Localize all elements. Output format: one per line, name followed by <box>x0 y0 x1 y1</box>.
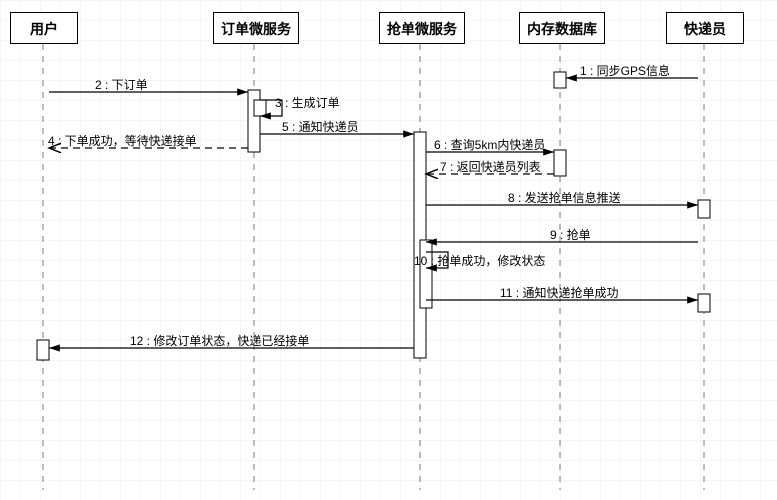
activation-mem <box>554 150 566 176</box>
activation-user <box>37 340 49 360</box>
message-label-10: 10 : 抢单成功，修改状态 <box>414 252 545 269</box>
activation-courier <box>698 294 710 312</box>
message-label-3: 3 : 生成订单 <box>275 94 340 111</box>
message-label-1: 1 : 同步GPS信息 <box>580 62 670 79</box>
actor-mem: 内存数据库 <box>519 12 605 44</box>
message-label-11: 11 : 通知快递抢单成功 <box>500 284 618 301</box>
message-label-2: 2 : 下订单 <box>95 76 148 93</box>
activation-order <box>248 90 260 152</box>
message-label-7: 7 : 返回快递员列表 <box>440 158 541 175</box>
message-label-8: 8 : 发送抢单信息推送 <box>508 189 621 206</box>
activation-order <box>254 100 266 116</box>
message-label-12: 12 : 修改订单状态，快递已经接单 <box>130 332 309 349</box>
activation-courier <box>698 200 710 218</box>
message-label-9: 9 : 抢单 <box>550 226 591 243</box>
message-label-6: 6 : 查询5km内快递员 <box>434 136 545 153</box>
actor-courier: 快递员 <box>666 12 744 44</box>
message-label-4: 4 : 下单成功，等待快递接单 <box>48 132 197 149</box>
message-label-5: 5 : 通知快递员 <box>282 118 359 135</box>
activation-mem <box>554 72 566 88</box>
actor-grab: 抢单微服务 <box>379 12 465 44</box>
actor-user: 用户 <box>10 12 78 44</box>
activation-grab <box>420 240 432 308</box>
actor-order: 订单微服务 <box>213 12 299 44</box>
